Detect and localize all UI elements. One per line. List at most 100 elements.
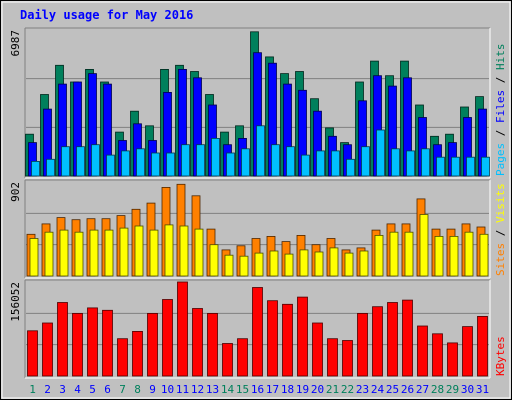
bar-sites-day-31 bbox=[479, 233, 489, 277]
bar-pages-day-28 bbox=[436, 156, 445, 177]
bar-sites-day-24 bbox=[374, 234, 384, 277]
bar-kbytes-day-13 bbox=[207, 312, 218, 377]
bar-kbytes-day-24 bbox=[372, 306, 383, 377]
bar-pages-day-11 bbox=[181, 144, 190, 177]
bar-sites-day-22 bbox=[344, 252, 354, 277]
day-label-1: 1 bbox=[29, 383, 36, 396]
bar-kbytes-day-21 bbox=[327, 338, 338, 377]
legend-entry: Files bbox=[494, 90, 507, 130]
day-label-14: 14 bbox=[221, 383, 235, 396]
bar-sites-day-5 bbox=[89, 229, 99, 277]
day-label-25: 25 bbox=[386, 383, 399, 396]
day-label-28: 28 bbox=[431, 383, 444, 396]
bar-sites-day-19 bbox=[299, 249, 309, 277]
bar-pages-day-31 bbox=[481, 156, 490, 177]
bar-kbytes-day-17 bbox=[267, 300, 278, 377]
chart-panels: 6987 Pages / Files / Hits 902 Sites / Visit… bbox=[9, 27, 507, 379]
bar-sites-day-8 bbox=[134, 225, 144, 277]
day-label-12: 12 bbox=[191, 383, 204, 396]
bar-kbytes-day-12 bbox=[192, 308, 203, 377]
bar-pages-day-3 bbox=[61, 146, 70, 177]
bar-sites-day-27 bbox=[419, 214, 429, 277]
panel-hits-files-pages: 6987 Pages / Files / Hits bbox=[9, 27, 507, 179]
bar-sites-day-25 bbox=[389, 231, 399, 277]
bar-sites-day-23 bbox=[359, 250, 369, 277]
bar-kbytes-day-8 bbox=[132, 330, 143, 377]
day-label-19: 19 bbox=[296, 383, 309, 396]
day-label-3: 3 bbox=[59, 383, 66, 396]
bar-pages-day-29 bbox=[451, 156, 460, 177]
bar-sites-day-14 bbox=[224, 254, 234, 277]
bar-kbytes-day-3 bbox=[57, 302, 68, 377]
panel-legend: Sites / Visits bbox=[494, 183, 507, 276]
bar-kbytes-day-7 bbox=[117, 338, 128, 377]
day-label-26: 26 bbox=[401, 383, 414, 396]
bar-sites-day-10 bbox=[164, 224, 174, 277]
bar-kbytes-day-31 bbox=[477, 315, 488, 377]
day-axis: 1 2 3 4 5 6 7 8 9 10 11 12 13 14 15 16 17 18 19 20 21 22 23 24 2… bbox=[29, 383, 489, 396]
panel-max-label: 6987 bbox=[9, 30, 22, 57]
day-label-9: 9 bbox=[149, 383, 156, 396]
bar-sites-day-1 bbox=[29, 238, 39, 277]
bar-pages-day-2 bbox=[46, 158, 55, 177]
day-label-16: 16 bbox=[251, 383, 264, 396]
bar-sites-day-17 bbox=[269, 250, 279, 277]
day-label-4: 4 bbox=[74, 383, 81, 396]
bar-sites-day-2 bbox=[44, 231, 54, 277]
day-label-10: 10 bbox=[161, 383, 174, 396]
day-label-13: 13 bbox=[206, 383, 219, 396]
bar-kbytes-day-20 bbox=[312, 322, 323, 377]
bar-pages-day-9 bbox=[151, 152, 160, 177]
panel-legend: KBytes bbox=[494, 336, 507, 376]
day-label-5: 5 bbox=[89, 383, 96, 396]
day-label-2: 2 bbox=[44, 383, 51, 396]
day-label-15: 15 bbox=[236, 383, 249, 396]
legend-entry: / bbox=[494, 230, 507, 243]
bar-kbytes-day-27 bbox=[417, 325, 428, 377]
day-label-30: 30 bbox=[461, 383, 474, 396]
day-label-6: 6 bbox=[104, 383, 111, 396]
day-label-20: 20 bbox=[311, 383, 324, 396]
bar-kbytes-day-29 bbox=[447, 342, 458, 377]
legend-entry: KBytes bbox=[494, 336, 507, 376]
bar-kbytes-day-16 bbox=[252, 287, 263, 377]
bar-kbytes-day-25 bbox=[387, 302, 398, 377]
bar-sites-day-30 bbox=[464, 231, 474, 277]
bar-kbytes-day-19 bbox=[297, 296, 308, 377]
bar-pages-day-10 bbox=[166, 152, 175, 177]
bar-pages-day-24 bbox=[376, 129, 385, 177]
bar-sites-day-26 bbox=[404, 231, 414, 277]
day-label-22: 22 bbox=[341, 383, 354, 396]
bar-sites-day-16 bbox=[254, 252, 264, 277]
legend-entry: Hits bbox=[494, 44, 507, 77]
bar-pages-day-1 bbox=[31, 160, 40, 177]
bar-sites-day-20 bbox=[314, 251, 324, 277]
bar-sites-day-6 bbox=[104, 229, 114, 277]
bar-pages-day-18 bbox=[286, 146, 295, 177]
bar-kbytes-day-14 bbox=[222, 343, 233, 377]
bar-kbytes-day-28 bbox=[432, 333, 443, 377]
bar-pages-day-26 bbox=[406, 150, 415, 177]
day-label-24: 24 bbox=[371, 383, 385, 396]
legend-separator: / bbox=[494, 130, 507, 143]
day-label-11: 11 bbox=[176, 383, 189, 396]
day-label-29: 29 bbox=[446, 383, 459, 396]
bar-sites-day-12 bbox=[194, 228, 204, 277]
legend-entry: Visits bbox=[494, 183, 507, 229]
bar-pages-day-23 bbox=[361, 146, 370, 177]
bar-kbytes-day-22 bbox=[342, 340, 353, 377]
bar-pages-day-20 bbox=[316, 150, 325, 177]
day-label-7: 7 bbox=[119, 383, 126, 396]
bar-pages-day-5 bbox=[91, 144, 100, 177]
bar-kbytes-day-1 bbox=[27, 330, 38, 377]
bar-sites-day-18 bbox=[284, 253, 294, 277]
panel-visits-sites: 902 Sites / Visits bbox=[9, 179, 507, 279]
bar-pages-day-4 bbox=[76, 146, 85, 177]
bar-sites-day-9 bbox=[149, 229, 159, 277]
bar-pages-day-17 bbox=[271, 144, 280, 177]
bar-pages-day-15 bbox=[241, 148, 250, 177]
panel-max-label: 902 bbox=[9, 182, 22, 202]
day-label-8: 8 bbox=[134, 383, 141, 396]
bar-kbytes-day-4 bbox=[72, 312, 83, 377]
